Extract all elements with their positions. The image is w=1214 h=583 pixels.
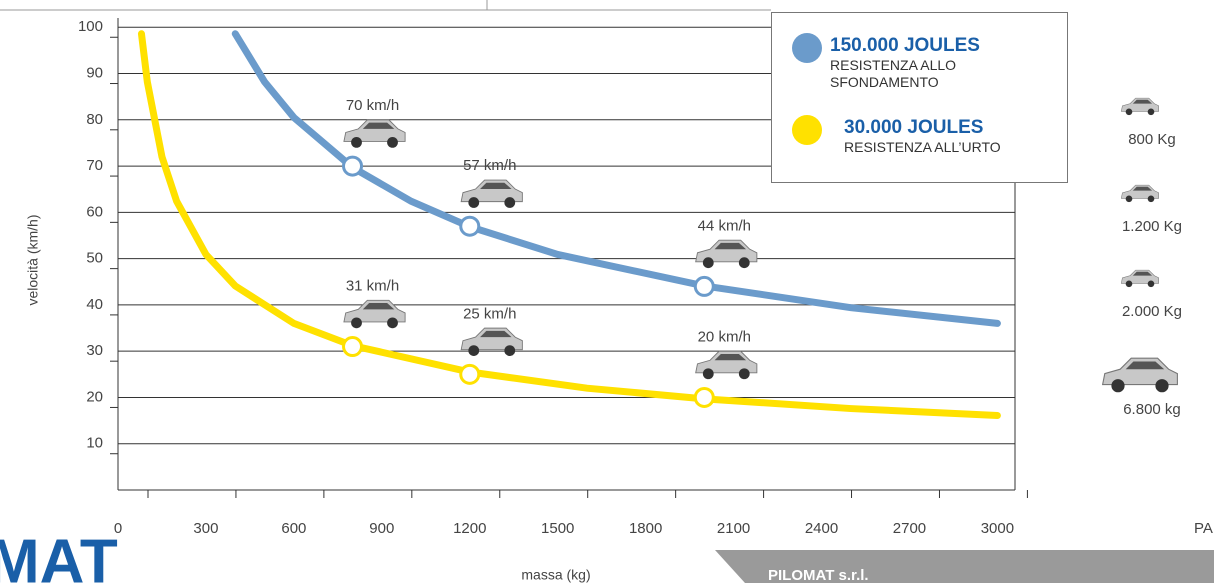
y-tick-label: 50 <box>86 250 103 267</box>
vehicle-label: 800 Kg <box>1128 131 1176 148</box>
marker-label: 31 km/h <box>346 278 399 295</box>
page: velocità (km/h) massa (kg) PILOMAT s.r.l… <box>0 0 1214 583</box>
car-icon <box>1121 98 1158 115</box>
car-icon <box>344 120 405 148</box>
x-tick-label: 0 <box>114 520 122 537</box>
marker-label: 44 km/h <box>698 217 751 234</box>
car-wheel <box>739 257 750 268</box>
car-icon <box>1121 185 1158 202</box>
car-wheel <box>1126 109 1133 116</box>
legend-swatch <box>792 33 822 63</box>
car-wheel <box>739 368 750 379</box>
car-wheel <box>1155 379 1168 392</box>
y-tick-label: 10 <box>86 435 103 452</box>
car-wheel <box>387 317 398 328</box>
y-tick-label: 70 <box>86 157 103 174</box>
x-tick-label: 300 <box>193 520 218 537</box>
x-tick-label: 2700 <box>893 520 926 537</box>
car-wheel <box>1148 196 1155 203</box>
car-wheel <box>703 368 714 379</box>
marker <box>461 217 479 235</box>
legend-name: 30.000 JOULES <box>844 117 1044 139</box>
x-tick-label: 2400 <box>805 520 838 537</box>
car-icon <box>1103 358 1178 392</box>
marker-label: 20 km/h <box>698 328 751 345</box>
car-icon <box>696 351 757 379</box>
marker-label: 25 km/h <box>463 305 516 322</box>
car-icon <box>461 180 522 208</box>
marker-label: 57 km/h <box>463 157 516 174</box>
vehicle-label: 1.200 Kg <box>1122 218 1182 235</box>
x-tick-label: 3000 <box>981 520 1014 537</box>
car-wheel <box>703 257 714 268</box>
marker <box>695 388 713 406</box>
vehicle-label: 6.800 kg <box>1123 401 1181 418</box>
y-axis-label: velocità (km/h) <box>25 214 41 305</box>
x-tick-label: 2100 <box>717 520 750 537</box>
y-tick-label: 60 <box>86 203 103 220</box>
legend-swatch <box>792 115 822 145</box>
x-tick-label: 900 <box>369 520 394 537</box>
y-tick-label: 40 <box>86 296 103 313</box>
legend-description: RESISTENZA ALLO SFONDAMENTO <box>830 57 1030 91</box>
marker-label: 70 km/h <box>346 97 399 114</box>
car-wheel <box>1111 379 1124 392</box>
footer-text: PILOMAT s.r.l. <box>768 567 869 583</box>
marker <box>695 277 713 295</box>
car-wheel <box>1148 109 1155 116</box>
car-icon <box>696 240 757 268</box>
marker <box>344 338 362 356</box>
x-axis-label: massa (kg) <box>521 567 590 583</box>
x-tick-label: 600 <box>281 520 306 537</box>
logo: MAT <box>0 527 118 583</box>
marker <box>344 157 362 175</box>
x-tick-label: 1500 <box>541 520 574 537</box>
x-tick-label: 1800 <box>629 520 662 537</box>
y-tick-label: 30 <box>86 342 103 359</box>
car-wheel <box>468 345 479 356</box>
car-wheel <box>1126 281 1133 288</box>
x-tick-label: 1200 <box>453 520 486 537</box>
marker <box>461 365 479 383</box>
corner-text: PA <box>1194 520 1213 537</box>
car-wheel <box>504 345 515 356</box>
legend-description: RESISTENZA ALL’URTO <box>844 139 1044 156</box>
car-wheel <box>351 317 362 328</box>
y-tick-label: 90 <box>86 64 103 81</box>
car-wheel <box>1148 281 1155 288</box>
car-icon <box>461 328 522 356</box>
car-wheel <box>468 197 479 208</box>
car-wheel <box>387 137 398 148</box>
vehicle-label: 2.000 Kg <box>1122 303 1182 320</box>
car-wheel <box>1126 196 1133 203</box>
y-tick-label: 80 <box>86 111 103 128</box>
legend-name: 150.000 JOULES <box>830 35 1030 57</box>
y-tick-label: 20 <box>86 388 103 405</box>
car-wheel <box>504 197 515 208</box>
y-tick-label: 100 <box>78 18 103 35</box>
car-wheel <box>351 137 362 148</box>
car-icon <box>1121 270 1158 287</box>
